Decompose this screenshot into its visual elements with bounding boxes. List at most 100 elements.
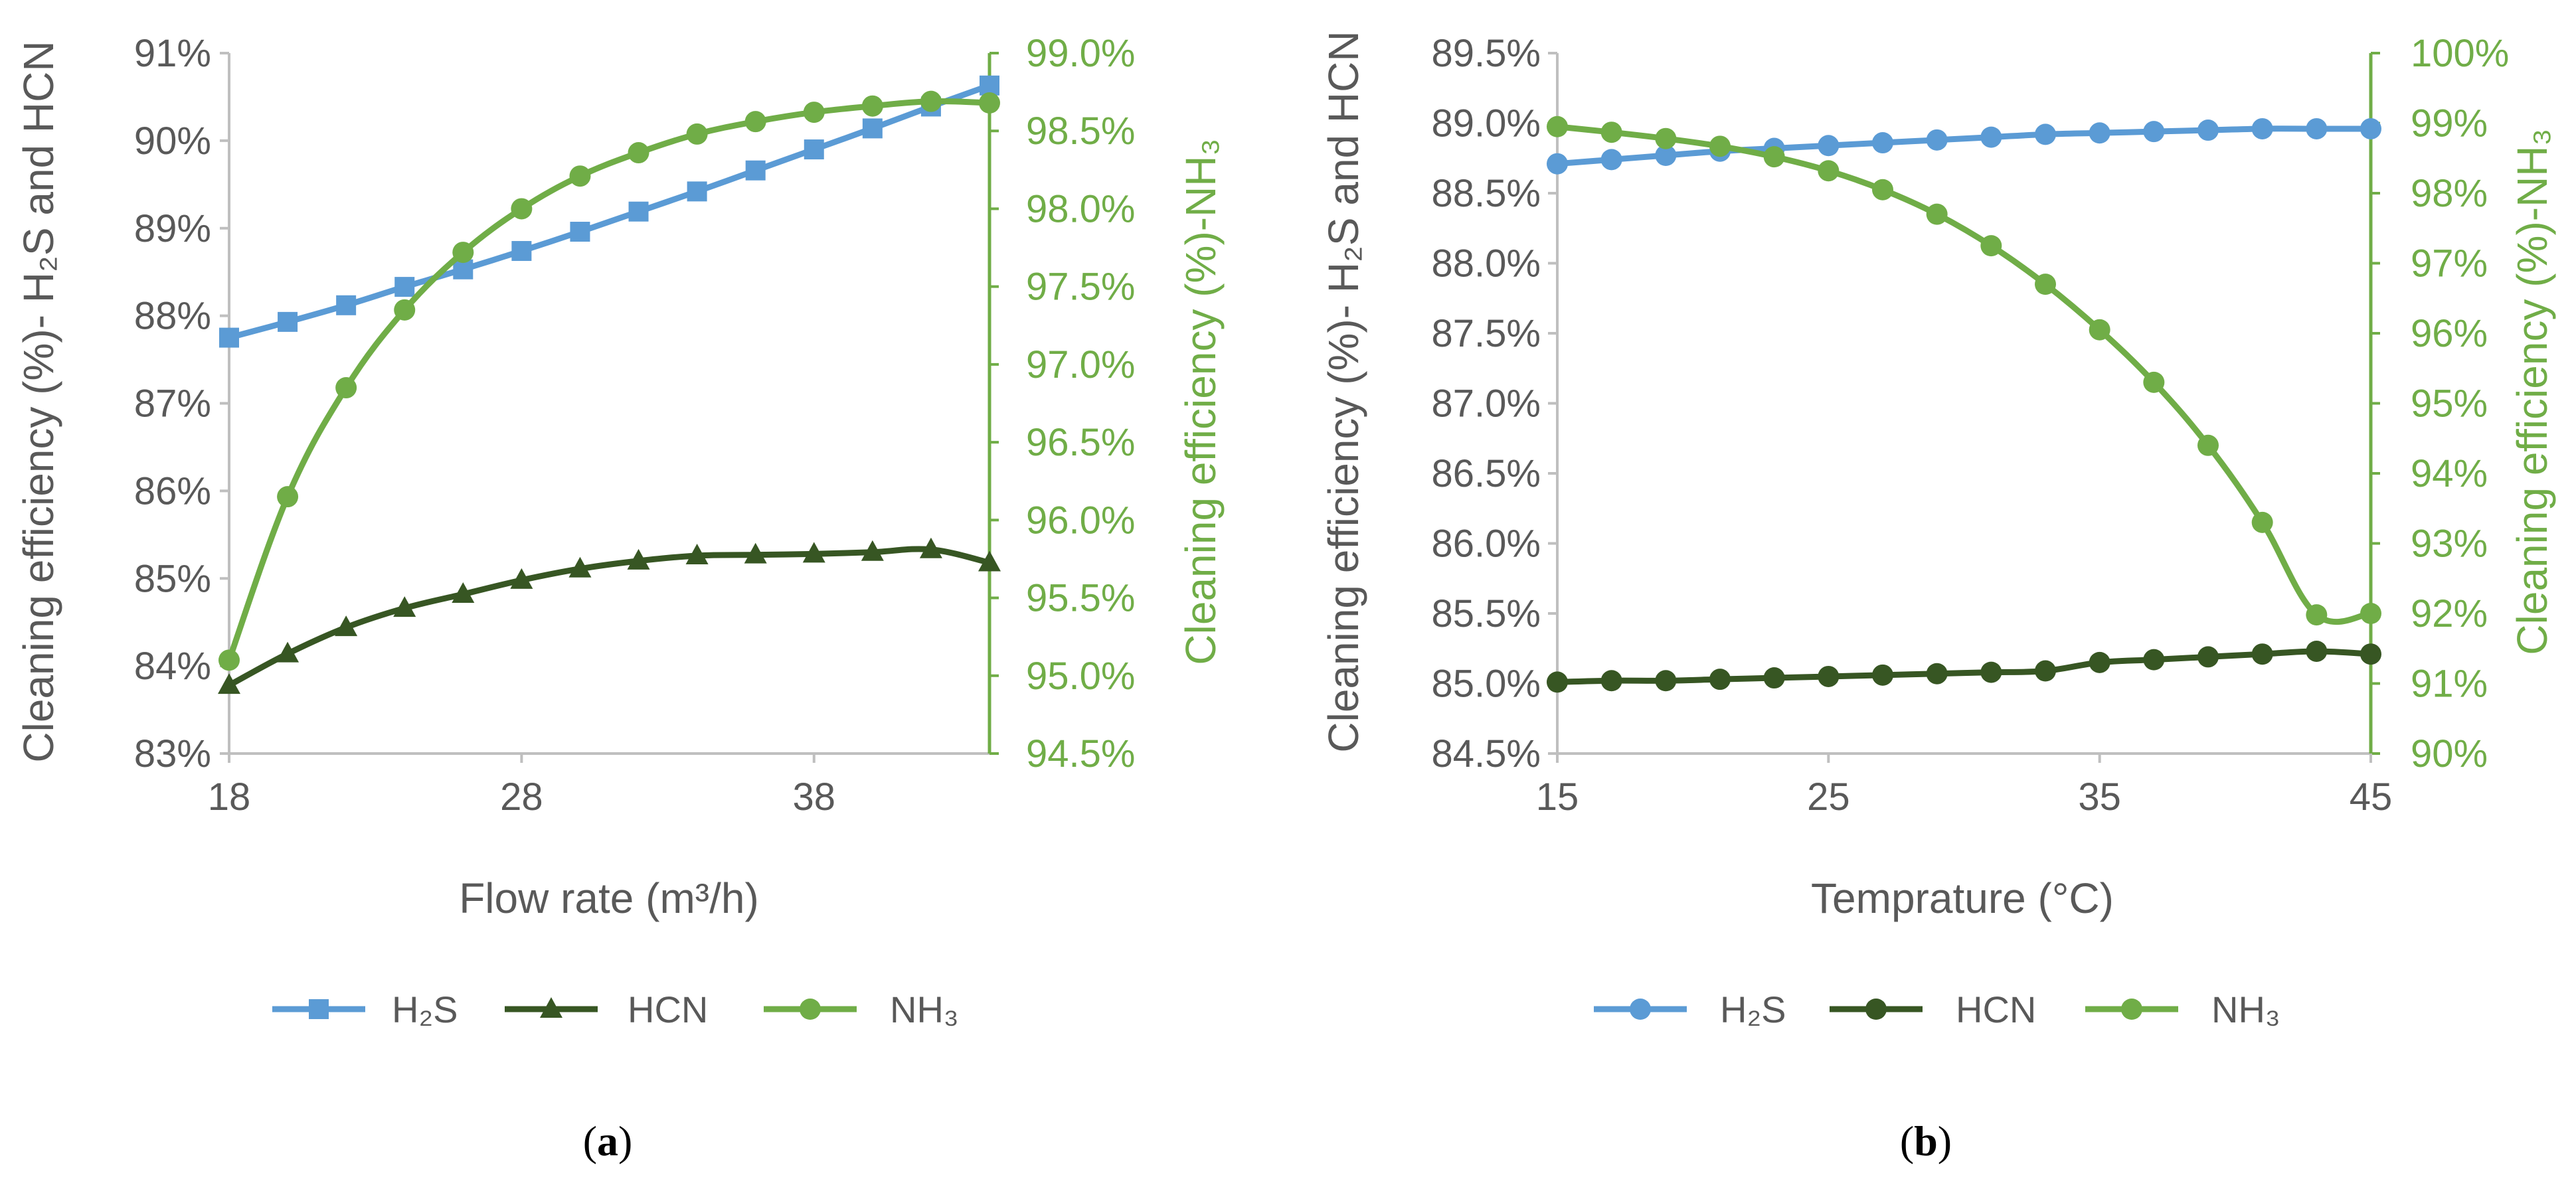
data-point-h2s [219,327,239,348]
data-point-hcn [1655,670,1677,692]
left-y-tick-label: 85.0% [1432,663,1541,706]
data-point-hcn [2197,646,2219,668]
data-point-hcn [1600,670,1622,692]
data-point-h2s [2035,123,2056,145]
data-point-h2s [2251,118,2273,139]
left-y-tick-label: 83% [134,732,211,775]
data-point-nh3 [920,90,942,112]
data-point-nh3 [1980,235,2002,257]
right-y-tick-label: 92% [2411,592,2488,635]
left-y-tick-label: 86.5% [1432,452,1541,495]
left-y-tick-label: 89.0% [1432,102,1541,145]
data-point-h2s [336,295,357,315]
data-point-hcn [1818,665,1840,687]
data-point-h2s [745,160,766,181]
legend-label-h2s: H₂S [392,989,458,1030]
data-point-hcn [2360,643,2381,665]
x-tick-label: 15 [1536,775,1579,819]
x-tick-label: 45 [2350,775,2393,819]
data-point-nh3 [2197,434,2219,456]
data-point-nh3 [218,649,240,671]
data-point-hcn [218,673,240,694]
data-point-nh3 [1818,160,1840,182]
chart-panel-a: 83% 84% 85% 86% 87% 88% 89% 90% 91% 94.5% 95.0% 95.… [15,32,1225,1164]
data-point-nh3 [1926,203,1948,225]
left-y-tick-label: 85% [134,557,211,600]
right-y-tick-label: 96% [2411,312,2488,355]
left-y-tick-label: 87% [134,382,211,426]
series-line-nh3 [1554,123,2374,625]
data-point-hcn [1872,664,1893,686]
data-point-hcn [393,596,416,617]
data-point-h2s [1547,153,1568,175]
right-y-tick-label: 91% [2411,663,2488,706]
right-y-tick-label: 100% [2411,32,2509,75]
right-y-axis-title: Cleaning efficiency (%)-NH₃ [1177,138,1225,665]
data-point-nh3 [686,123,708,145]
data-point-nh3 [1709,135,1731,157]
series-line-hcn [226,546,993,688]
data-point-hcn [2306,640,2328,662]
data-point-h2s [1926,129,1948,151]
data-point-h2s [2089,122,2110,144]
right-y-tick-label: 97.5% [1026,266,1135,309]
data-point-h2s [1600,149,1622,171]
right-y-axis-title: Cleaning efficiency (%)-NH₃ [2508,128,2556,655]
data-point-hcn [1763,667,1785,689]
legend-label-hcn: HCN [1956,989,2036,1030]
right-y-tick-label: 97.0% [1026,343,1135,386]
left-y-tick-label: 86% [134,469,211,513]
legend-marker-hcn [1865,999,1887,1020]
data-point-nh3 [394,299,416,321]
x-tick-label: 25 [1807,775,1850,819]
data-point-nh3 [1655,127,1677,149]
left-y-tick-label: 89.5% [1432,32,1541,75]
data-point-h2s [2306,118,2328,139]
data-point-h2s [687,181,707,202]
data-point-nh3 [277,486,299,508]
x-tick-label: 35 [2078,775,2121,819]
data-point-h2s [628,201,649,222]
right-y-tick-label: 94.5% [1026,732,1135,775]
right-y-tick-label: 97% [2411,242,2488,285]
data-point-h2s [278,311,298,332]
data-point-hcn [744,542,767,564]
panel-label: (b) [1900,1117,1952,1164]
right-y-tick-label: 94% [2411,452,2488,495]
right-y-tick-label: 95.0% [1026,655,1135,698]
left-y-tick-label: 88% [134,295,211,338]
data-point-nh3 [2143,371,2165,393]
data-point-hcn [861,540,884,561]
data-point-nh3 [569,165,591,187]
legend-label-nh3: NH₃ [890,989,959,1030]
right-y-tick-label: 96.5% [1026,421,1135,464]
right-y-tick-label: 98% [2411,172,2488,215]
right-y-tick-label: 95.5% [1026,577,1135,620]
data-point-nh3 [2360,603,2381,624]
legend-label-hcn: HCN [628,989,708,1030]
data-point-nh3 [2035,274,2056,295]
left-y-axis-title: Cleaning efficiency (%)- H₂S and HCN [1320,31,1367,752]
data-point-h2s [2360,118,2381,139]
data-point-h2s [1818,135,1840,157]
data-point-nh3 [979,92,1000,114]
right-y-tick-label: 99.0% [1026,32,1135,75]
data-point-hcn [1926,663,1948,684]
legend-marker-h2s [1630,999,1651,1020]
data-point-hcn [1980,661,2002,683]
data-point-nh3 [2089,319,2110,341]
data-point-hcn [568,556,592,578]
data-point-hcn [2035,660,2056,682]
data-point-hcn [276,641,300,663]
data-point-hcn [978,550,1001,572]
panel-label: (a) [583,1117,633,1164]
left-y-axis-title: Cleaning efficiency (%)- H₂S and HCN [15,40,62,762]
series-line-h2s [1554,125,2374,167]
data-point-nh3 [628,142,649,164]
data-point-hcn [1709,669,1731,690]
x-axis-title: Temprature (°C) [1811,874,2114,922]
data-point-hcn [1547,671,1568,693]
data-point-nh3 [803,102,825,123]
legend-marker-nh3 [800,999,821,1020]
